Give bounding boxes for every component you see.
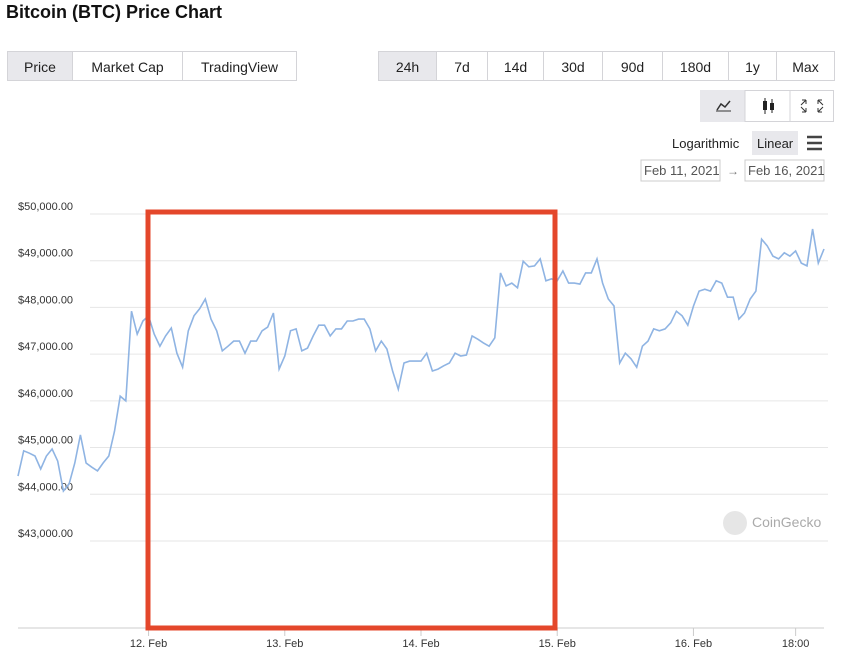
x-tick-label: 16. Feb [675,638,712,650]
y-tick-label: $47,000.00 [18,341,73,353]
date-to: Feb 16, 2021 [748,163,825,178]
price-line [17,228,825,493]
tab-button[interactable]: 1y [728,51,777,81]
x-tick-label: 12. Feb [130,638,167,650]
tab-button[interactable]: TradingView [182,51,297,81]
date-to-box[interactable] [744,159,825,182]
date-from-box[interactable] [640,159,721,182]
y-tick-label: $50,000.00 [18,201,73,213]
tab-button[interactable]: 90d [602,51,663,81]
x-tick-label: 14. Feb [402,638,439,650]
tab-button[interactable]: 24h [378,51,437,81]
menu-icon[interactable] [807,135,822,151]
y-tick-label: $48,000.00 [18,294,73,306]
y-tick-label: $49,000.00 [18,248,73,260]
highlight-box [145,209,558,631]
watermark: CoinGecko [752,514,821,530]
linear-option[interactable]: Linear [757,136,794,151]
y-tick-label: $43,000.00 [18,528,73,540]
title: Bitcoin (BTC) Price Chart [6,2,223,22]
date-from: Feb 11, 2021 [644,163,720,178]
tab-button[interactable]: Max [776,51,835,81]
x-tick-label: 15. Feb [539,638,576,650]
tab-button[interactable]: 14d [487,51,544,81]
line-icon [716,100,731,111]
x-tick-label: 13. Feb [266,638,303,650]
logo [723,511,747,535]
log-option[interactable]: Logarithmic [672,136,740,151]
y-tick-label: $44,000.00 [18,481,73,493]
tab-button[interactable]: 7d [436,51,488,81]
y-tick-label: $45,000.00 [18,435,73,447]
arrow: → [727,164,739,178]
linear-button[interactable] [752,131,798,155]
y-tick-label: $46,000.00 [18,388,73,400]
fullscreen-icon[interactable] [800,99,824,113]
tab-button[interactable]: 180d [662,51,729,81]
tab-button[interactable]: 30d [543,51,603,81]
x-tick-label: 18:00 [782,638,810,650]
